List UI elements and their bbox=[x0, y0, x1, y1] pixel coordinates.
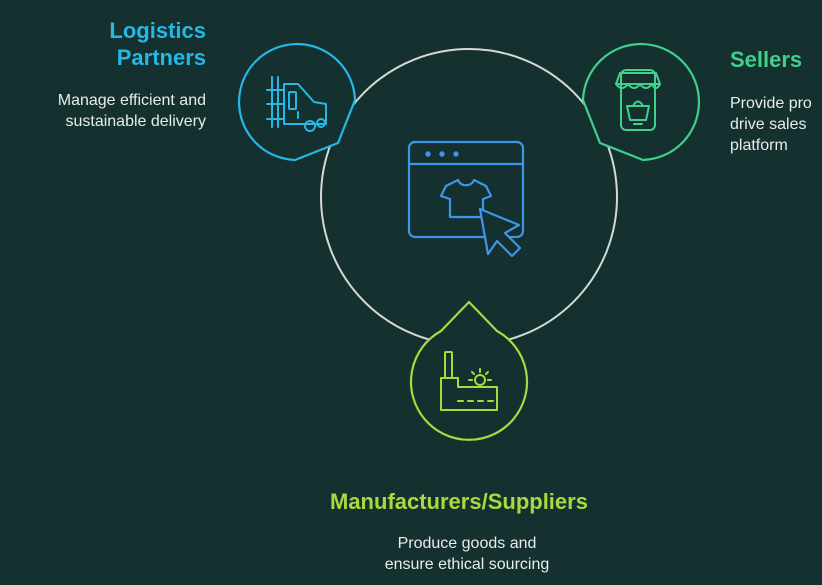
logistics-title: Logistics Partners bbox=[109, 17, 206, 71]
logistics-description-line: Manage efficient and bbox=[57, 92, 206, 109]
sellers-title: Sellers bbox=[730, 47, 803, 72]
sellers-node bbox=[581, 42, 701, 162]
manufacturers-description-line: Produce goods and bbox=[397, 535, 537, 552]
logistics-node bbox=[237, 42, 357, 162]
manufacturers-description-line: ensure ethical sourcing bbox=[384, 556, 550, 573]
sellers-description-line: Provide pro bbox=[730, 95, 812, 112]
manufacturers-node-badge bbox=[409, 300, 529, 441]
manufacturers-description: Produce goods and ensure ethical sourcin… bbox=[0, 533, 822, 575]
manufacturers-node bbox=[409, 300, 529, 441]
logistics-description-line: sustainable delivery bbox=[65, 113, 206, 130]
logistics-title-line: Logistics bbox=[109, 18, 206, 43]
sellers-description: Provide pro drive sales platform bbox=[730, 93, 812, 156]
manufacturers-title: Manufacturers/Suppliers bbox=[330, 489, 588, 514]
logistics-description: Manage efficient and sustainable deliver… bbox=[58, 90, 206, 132]
factory-icon bbox=[440, 351, 498, 411]
logistics-node-badge bbox=[237, 42, 357, 162]
central-ring bbox=[320, 48, 618, 346]
browser-window-shirt-cursor-icon bbox=[407, 140, 525, 258]
mobile-shop-icon bbox=[615, 69, 661, 131]
logistics-title-line: Partners bbox=[116, 45, 206, 70]
delivery-truck-icon bbox=[266, 76, 327, 132]
sellers-description-line: platform bbox=[730, 137, 788, 154]
sellers-description-line: drive sales bbox=[730, 116, 807, 133]
